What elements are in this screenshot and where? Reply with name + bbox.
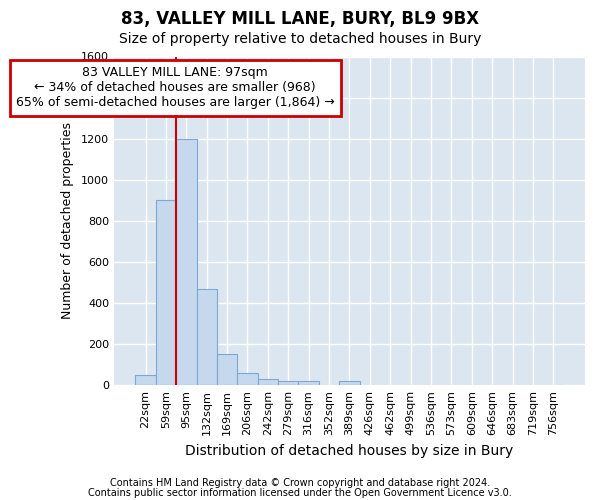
Bar (278, 381, 298, 385)
Bar (197, 288, 217, 385)
X-axis label: Distribution of detached houses by size in Bury: Distribution of detached houses by size … (185, 444, 514, 458)
Text: Contains public sector information licensed under the Open Government Licence v3: Contains public sector information licen… (88, 488, 512, 498)
Bar (257, 379, 278, 385)
Bar (176, 138, 197, 385)
Bar (156, 200, 176, 385)
Bar (136, 375, 156, 385)
Text: 83 VALLEY MILL LANE: 97sqm
← 34% of detached houses are smaller (968)
65% of sem: 83 VALLEY MILL LANE: 97sqm ← 34% of deta… (16, 66, 335, 110)
Y-axis label: Number of detached properties: Number of detached properties (61, 122, 74, 320)
Text: Contains HM Land Registry data © Crown copyright and database right 2024.: Contains HM Land Registry data © Crown c… (110, 478, 490, 488)
Bar (339, 381, 359, 385)
Bar (298, 381, 319, 385)
Text: Size of property relative to detached houses in Bury: Size of property relative to detached ho… (119, 32, 481, 46)
Bar (238, 373, 257, 385)
Bar (217, 354, 238, 385)
Text: 83, VALLEY MILL LANE, BURY, BL9 9BX: 83, VALLEY MILL LANE, BURY, BL9 9BX (121, 10, 479, 28)
